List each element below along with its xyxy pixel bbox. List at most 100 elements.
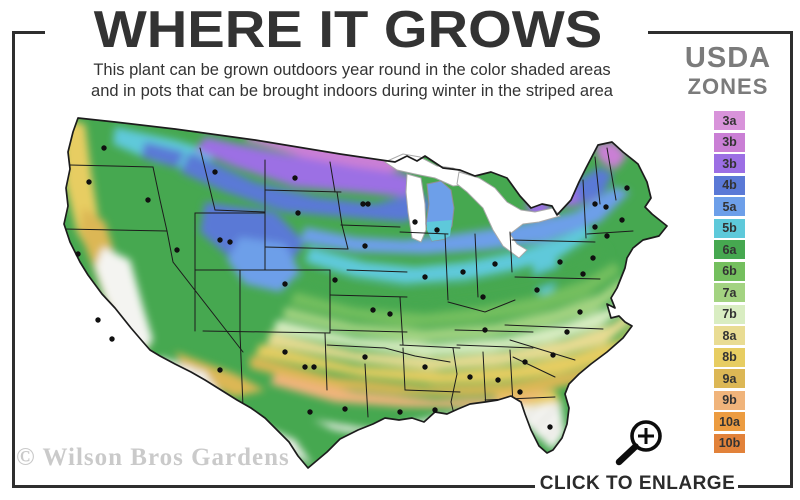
city-dot [592,201,598,207]
city-dot [550,352,556,358]
magnifier-zoom-icon[interactable] [606,410,668,477]
legend-title: USDA ZONES [672,44,784,98]
legend-title-usda: USDA [684,42,772,74]
zone-chip-8a-10: 8a [714,326,745,345]
city-dot [282,281,288,287]
city-dot [590,255,596,261]
city-dot [522,359,528,365]
zone-chip-8b-11: 8b [714,347,745,367]
city-dot [360,201,366,207]
zone-chip-3b-1: 3b [714,132,745,152]
frame-border-top-right [648,31,793,34]
city-dot [217,237,223,243]
zone-chip-label: 3b [722,135,737,149]
zone-chip-7b-9: 7b [714,304,745,324]
city-dot [564,329,570,335]
city-dot [619,217,625,223]
city-dot [547,424,553,430]
city-dot [370,307,376,313]
city-dot [422,274,428,280]
city-dot [302,364,308,370]
zone-chip-4b-3: 4b [714,175,745,195]
page-title: WHERE IT GROWS [93,0,603,59]
zone-chip-label: 6a [722,242,737,257]
city-dot [467,374,473,380]
city-dot [482,327,488,333]
zone-chip-label: 7a [722,285,737,300]
city-dot [592,224,598,230]
zone-chip-label: 5a [722,199,737,214]
city-dot [174,247,180,253]
frame-border-left [12,31,15,488]
zone-chip-9b-13: 9b [714,390,745,410]
city-dot [75,251,81,257]
legend-zone-list: 3a 3b 3b 4b 5a 5b 6a 6b 7a 7b 8a 8b 9a 9b 10a 10b [714,111,745,453]
city-dot [434,227,440,233]
zone-chip-label: 4b [722,178,737,192]
city-dot [109,336,115,342]
city-dot [432,407,438,413]
zone-chip-10a-14: 10a [714,412,745,431]
city-dot [292,175,298,181]
city-dot [362,354,368,360]
zone-chip-label: 3a [722,113,737,128]
frame-border-bottom-right [738,485,793,488]
city-dot [227,239,233,245]
subtitle-line-1: This plant can be grown outdoors year ro… [93,61,611,79]
zone-chip-5a-4: 5a [714,197,745,216]
usda-zone-map [63,117,668,469]
zone-chip-7a-8: 7a [714,283,745,302]
city-dot [95,317,101,323]
zone-chip-6b-7: 6b [714,261,745,281]
us-outline [63,117,668,469]
subtitle-line-2: and in pots that can be brought indoors … [91,82,613,100]
city-dot [495,377,501,383]
legend-title-zones: ZONES [687,74,769,99]
city-dot [624,185,630,191]
city-dot [332,277,338,283]
city-dot [580,271,586,277]
zone-chip-label: 9b [722,393,737,407]
zone-shading [64,118,667,468]
zone-chip-label: 8a [722,328,737,343]
city-dot [145,197,151,203]
city-markers [75,145,630,430]
city-dot [282,349,288,355]
city-dot [517,389,523,395]
zone-chip-10b-15: 10b [714,433,745,453]
city-dot [480,294,486,300]
city-dot [387,311,393,317]
city-dot [101,145,107,151]
zone-chip-label: 10a [719,414,740,429]
city-dot [412,219,418,225]
watermark: © Wilson Bros Gardens [16,444,290,471]
state-borders [64,147,634,419]
zone-chip-label: 3b [722,156,737,171]
city-dot [534,287,540,293]
city-dot [604,233,610,239]
zone-chip-label: 8b [722,350,737,364]
city-dot [342,406,348,412]
great-lakes [383,153,561,259]
city-dot [311,364,317,370]
city-dot [603,204,609,210]
city-dot [365,201,371,207]
click-to-enlarge-button[interactable]: CLICK TO ENLARGE [539,473,736,494]
frame-border-top-left [12,31,45,34]
city-dot [460,269,466,275]
zone-chip-3b-2: 3b [714,154,745,173]
zone-chip-label: 6b [722,264,737,278]
zone-chip-5b-5: 5b [714,218,745,238]
city-dot [212,169,218,175]
frame-border-bottom-left [12,485,535,488]
city-dot [492,261,498,267]
zone-chip-6a-6: 6a [714,240,745,259]
zone-chip-label: 7b [722,307,737,321]
zone-chip-label: 9a [722,371,737,386]
city-dot [557,259,563,265]
city-dot [422,364,428,370]
zone-chip-3a-0: 3a [714,111,745,130]
zone-chip-label: 10b [718,436,741,450]
city-dot [307,409,313,415]
